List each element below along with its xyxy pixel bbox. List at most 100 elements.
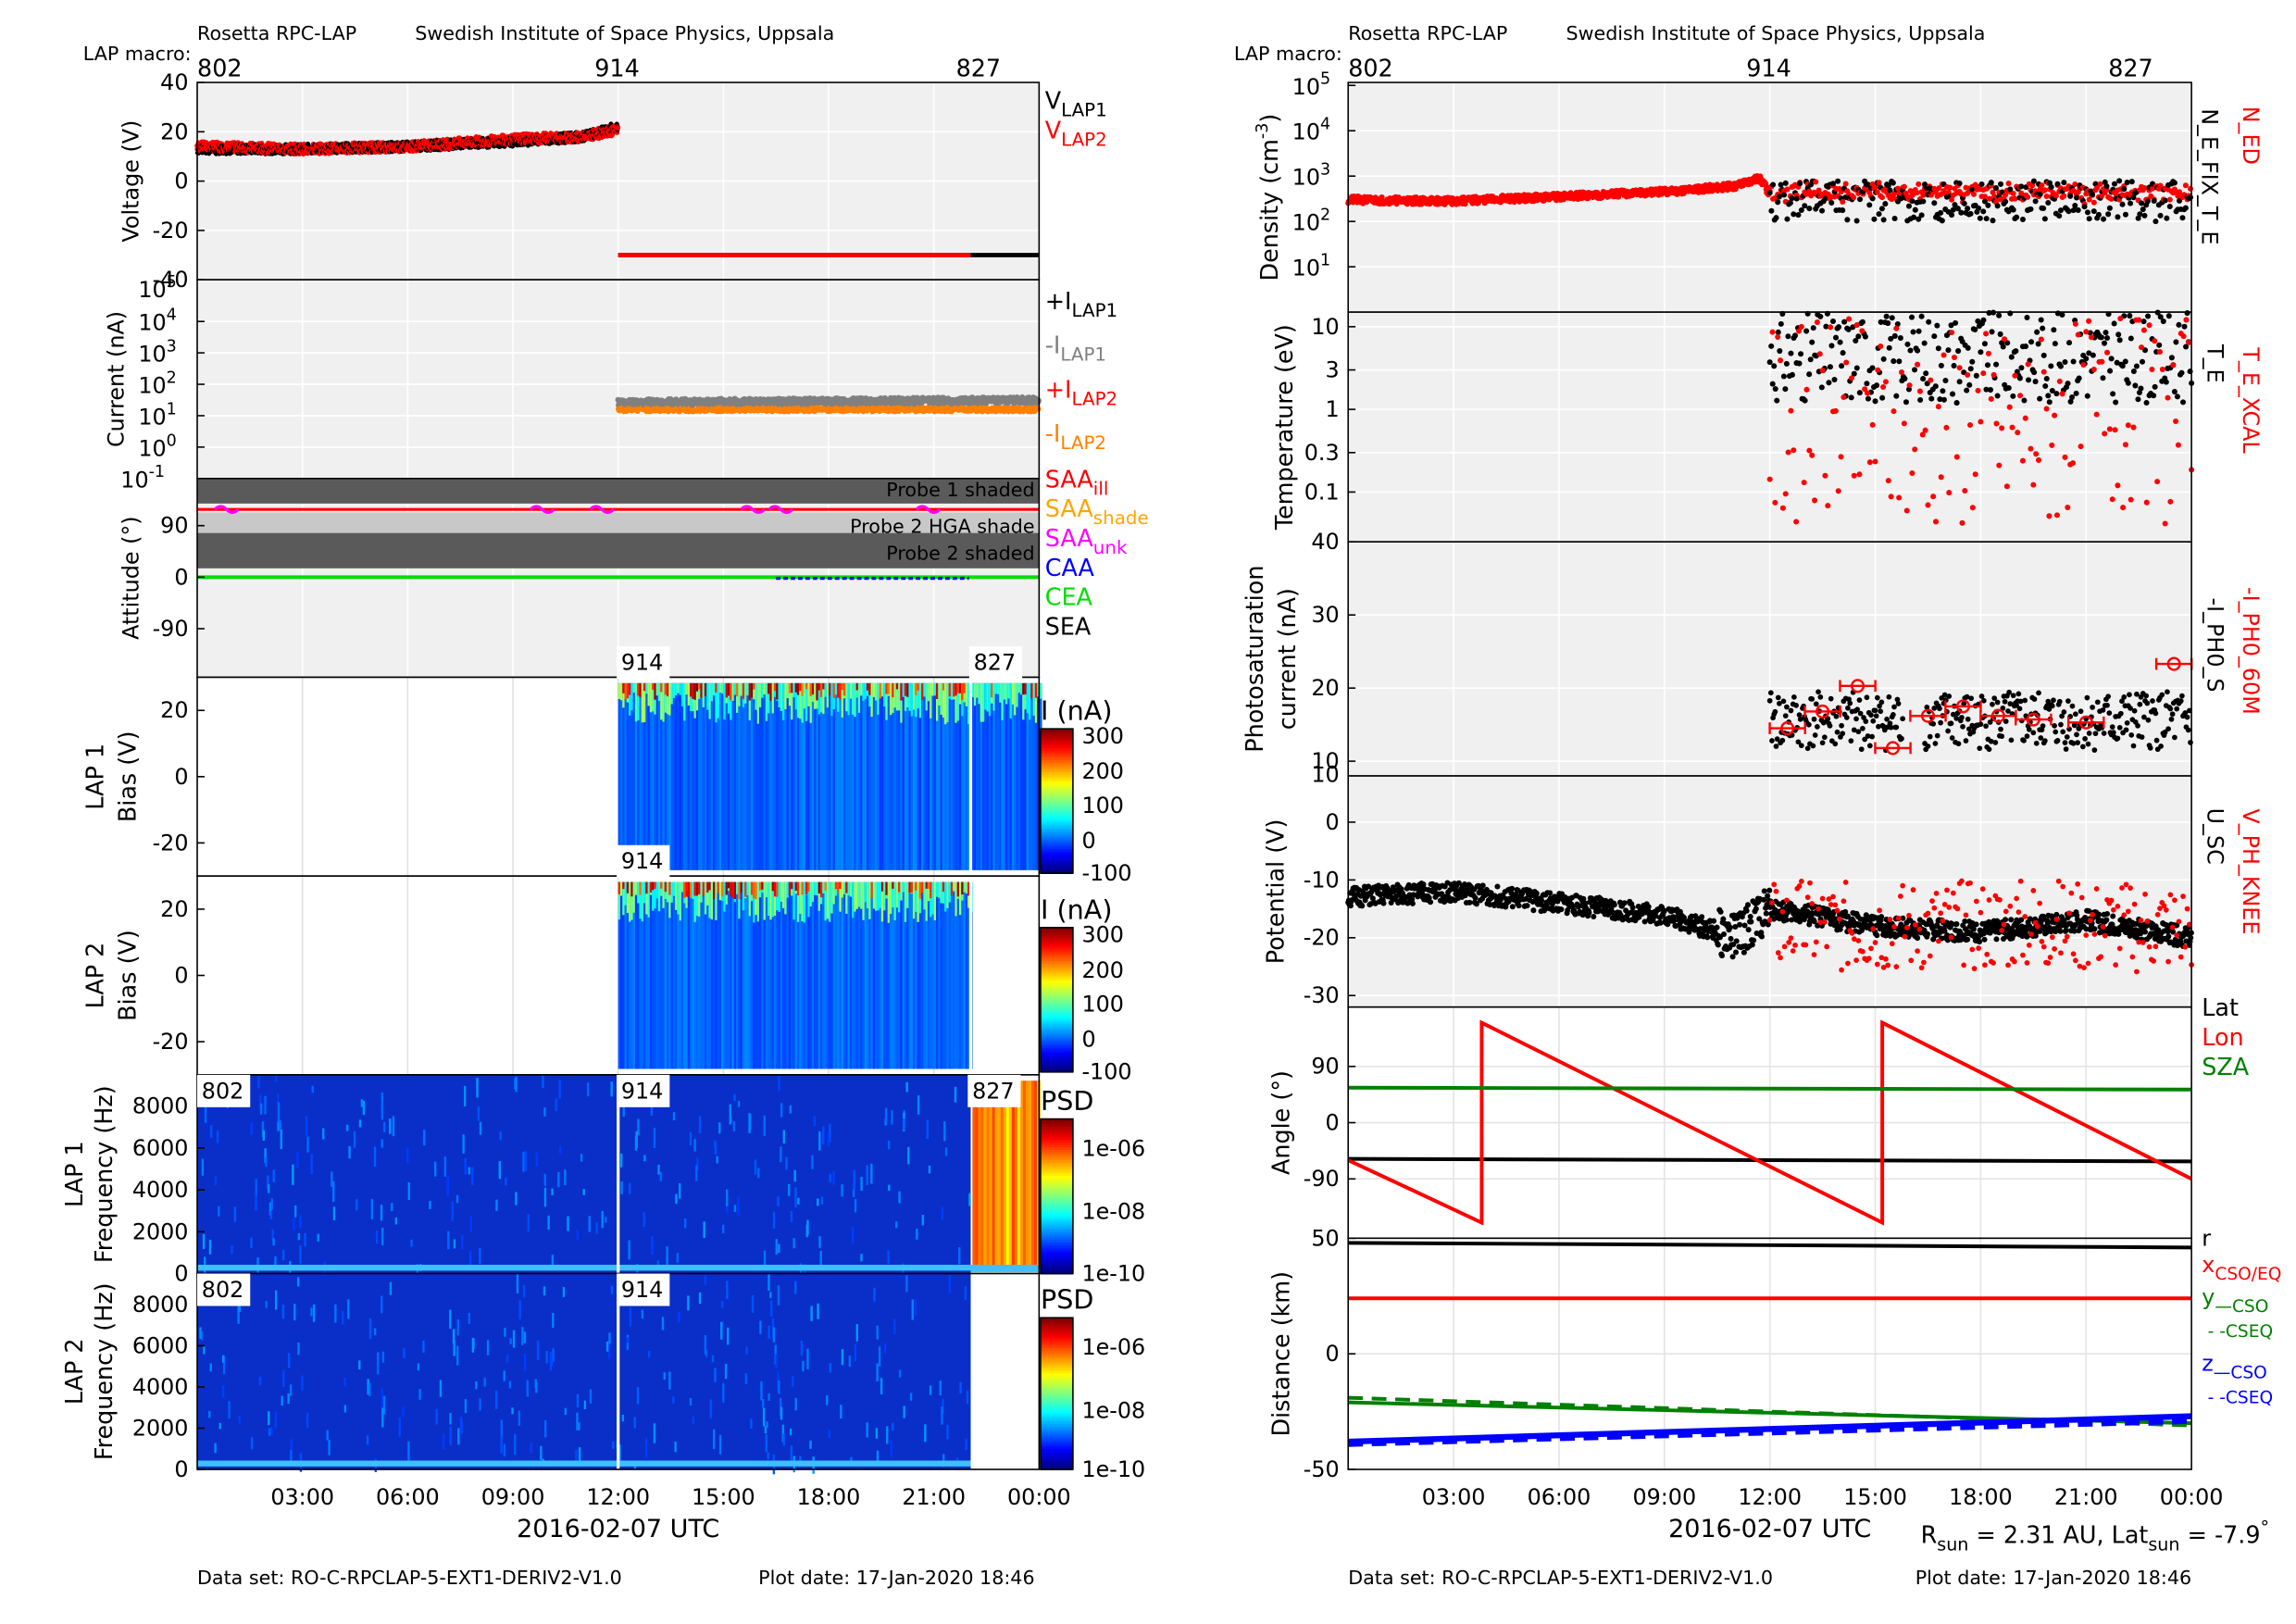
ytick-label: -20 [153,830,189,856]
lap1freq-speck [643,1212,645,1228]
lap1freq-speck [628,1240,630,1260]
lap1freq-speck [451,1201,454,1221]
lap1freq-speck [811,1155,814,1169]
legend-current-main: +I [1045,375,1072,403]
lap1freq-speck [555,1098,558,1112]
lap1freq-speck [907,1146,910,1165]
current-ytick-exp: 2 [167,369,177,387]
lap1bias-colorbar-tick: 200 [1081,758,1123,784]
lap1freq-speck [305,1116,308,1137]
lap1freq-speck [895,1221,898,1229]
legend-current: +ILAP1 [1045,287,1117,321]
left-header: Rosetta RPC-LAP Swedish Institute of Spac… [83,22,1001,82]
lap1freq-speck [310,1154,313,1175]
lap1freq-speck [576,1230,579,1240]
lap1freq-speck [958,1247,961,1265]
lap1freq-speck [854,1198,857,1213]
lap1freq-speck [292,1164,294,1185]
lap2bias-ylabel1: LAP 2 [81,943,108,1009]
ytick-label: 0 [174,764,188,790]
current-ytick-exp: -1 [149,463,165,481]
current-ytick-exp: 4 [167,306,177,325]
lap1bias-colorbar-title: I (nA) [1041,695,1113,727]
lap1bias-colorbar-tick: 300 [1081,723,1123,749]
ytick-label: 0 [174,564,188,590]
lap1freq-speck [737,1101,741,1107]
current-ytick-base: 10 [120,467,148,493]
lap1freq-speck [564,1169,567,1186]
current-ytick-base: 10 [138,310,166,336]
lap1freq-speck [785,1156,788,1170]
legend-vlap2-sub: LAP2 [1061,129,1107,150]
ytick-label: 20 [160,896,188,922]
lap1freq-speck [954,1086,957,1103]
lap1freq-speck [505,1177,507,1186]
lap1freq-speck [233,1206,237,1222]
macro-tag-label: 827 [974,650,1016,676]
lap1bias-colorbar-tick: 100 [1081,793,1123,818]
macro-tag: 914 [617,646,670,680]
lap1freq-speck [383,1121,386,1133]
legend-attitude-main: SAA [1045,494,1094,522]
lap1freq-speck [453,1239,456,1249]
lap1freq-speck [610,1081,613,1097]
lap1freq-speck [860,1177,863,1192]
lap1freq-speck [375,1230,379,1244]
lap1freq-speck [888,1184,891,1192]
lap1freq-speck [262,1130,266,1141]
lap1freq-speck [272,1169,275,1182]
lap1freq-speck [522,1152,525,1172]
lap1freq-speck [943,1121,946,1142]
ytick-label: -20 [153,1029,189,1055]
legend-attitude-main: CAA [1045,554,1095,581]
legend-current-main: -I [1045,419,1061,447]
lap1freq-speck [782,1130,786,1143]
current-ytick-exp: 0 [167,431,177,450]
legend-attitude-main: SAA [1045,465,1094,493]
lap1freq-speck [356,1199,358,1211]
lap1freq-speck [255,1179,257,1196]
current-ytick: 101 [138,400,176,430]
lap1freq-speck [299,1245,302,1264]
lap2bias-ylabel2: Bias (V) [113,930,141,1021]
ytick-label: 20 [160,119,188,144]
lap2bias-colorbar-tick: 300 [1081,922,1123,948]
lap1freq-speck [250,1122,253,1135]
lap1freq-speck [672,1112,676,1121]
lap1freq-speck [259,1103,263,1115]
lap1freq-speck [373,1146,377,1167]
attitude-ylabel: Attitude (°) [118,516,144,640]
band-label-probe2: Probe 2 shaded [886,542,1034,564]
macro-tag-label: 914 [621,650,663,676]
lap1bias-ylabel2: Bias (V) [113,731,141,823]
macro-id: 827 [956,55,1002,82]
lap1freq-speck [268,1184,270,1193]
lap1freq-speck [257,1076,260,1089]
lap1freq-speck [643,1155,646,1162]
ytick-label: 0 [174,962,188,988]
lap1freq-speck [775,1239,778,1255]
lap1freq-speck [434,1161,437,1177]
lap1freq-speck [201,1158,205,1176]
band-label-probe1: Probe 1 shaded [886,479,1034,501]
lap1freq-speck [778,1076,780,1092]
lap1freq-speck [269,1211,273,1219]
ytick-label: 20 [160,697,188,723]
lap1freq-speck [498,1161,502,1180]
macro-id: 914 [1746,55,1791,82]
lap1freq-speck [722,1224,725,1233]
lap1freq-speck [464,1157,467,1175]
lap1freq-speck [887,1250,890,1264]
current-ytick-top-base: 10 [138,277,166,303]
ytick-label: -20 [153,218,189,244]
lap1freq-speck [331,1171,333,1187]
lap1freq-speck [392,1116,395,1137]
current-ytick: 100 [138,431,176,461]
current-ytick-base: 10 [138,373,166,399]
lap1freq-speck [567,1216,569,1231]
lap1freq-speck [231,1244,233,1255]
